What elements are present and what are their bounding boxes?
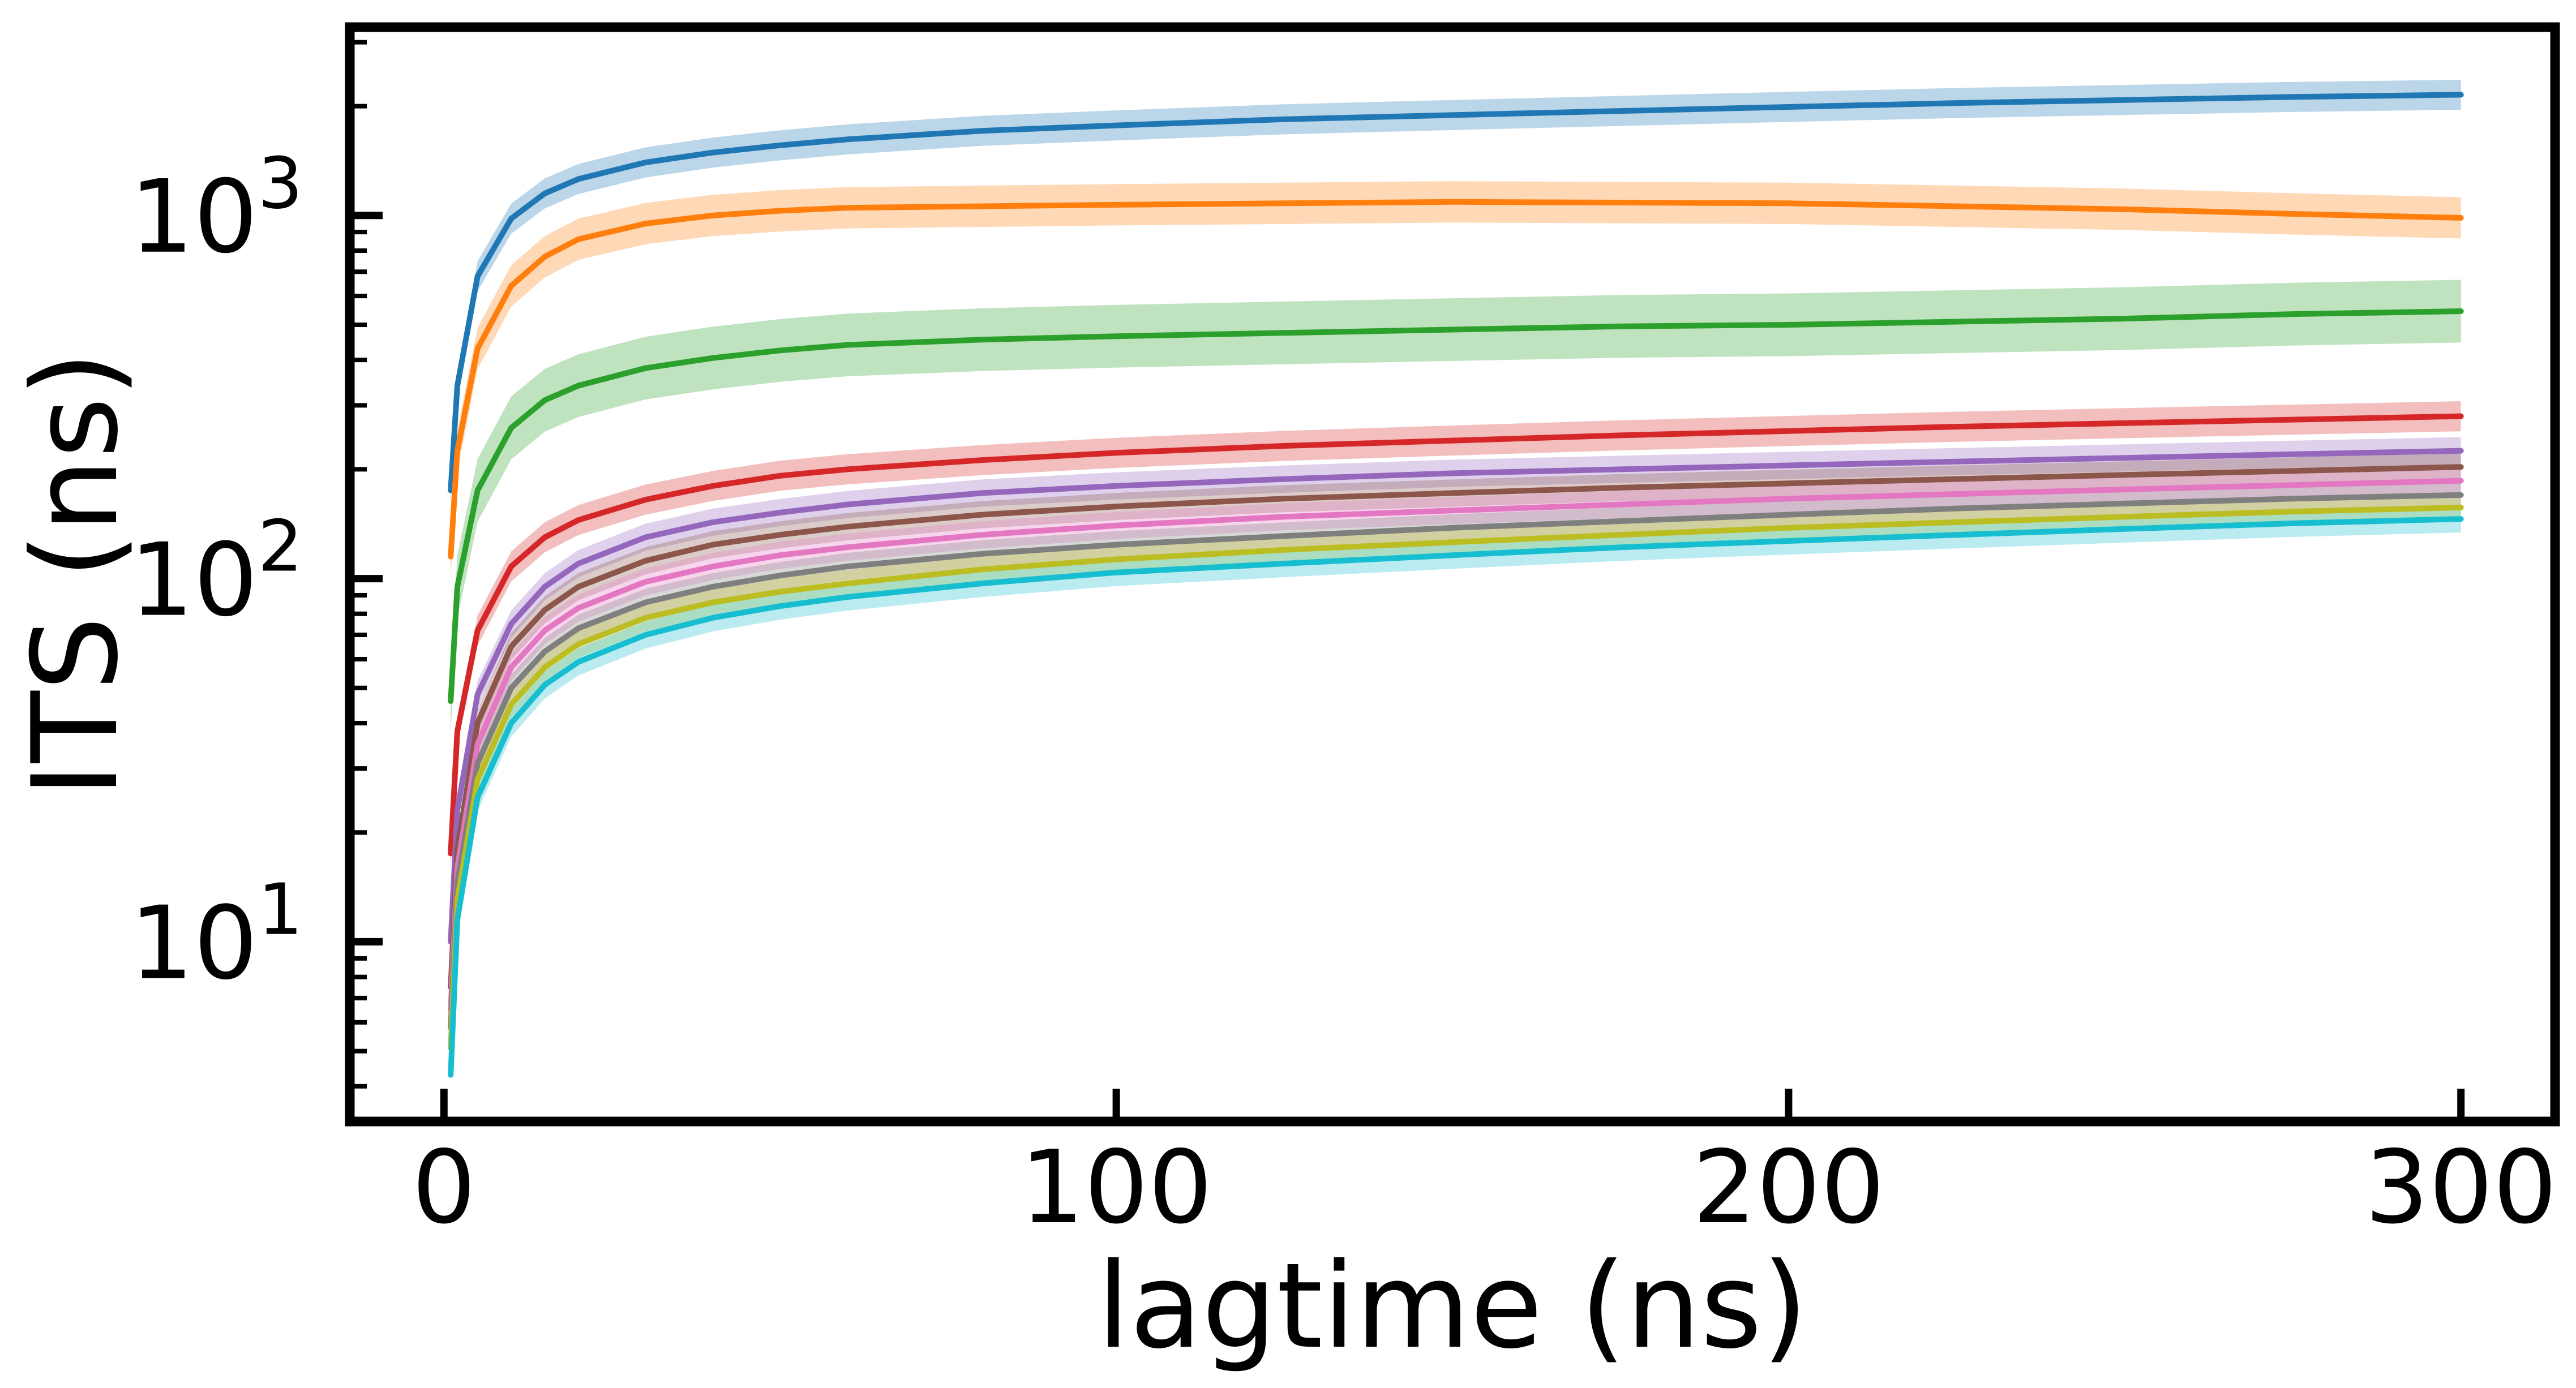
series-1-line [448,92,2464,493]
series-8-line [448,492,2464,1031]
x-tick-label-100: 100 [1020,1129,1212,1246]
x-axis-title: lagtime (ns) [1097,1238,1808,1375]
series-6-line [448,464,2464,990]
y-axis-ticks: 101 102 103 [130,40,383,1089]
x-axis-ticks: 0 100 200 300 [412,1089,2557,1246]
series-10-line [448,516,2464,1078]
series-lines [448,92,2464,1078]
uncertainty-bands [451,79,2461,1089]
x-tick-label-200: 200 [1692,1129,1885,1246]
y-tick-label-10: 101 [130,869,303,1002]
series-4-line [448,413,2464,857]
series-2-line [448,199,2464,560]
y-tick-label-1000: 103 [130,143,303,276]
series-3-band [451,280,2461,733]
series-3-line [448,308,2464,704]
series-9-line [448,504,2464,1051]
y-axis-title: ITS (ns) [7,351,144,797]
x-tick-label-300: 300 [2365,1129,2557,1246]
series-7-line [448,478,2464,1013]
y-tick-label-100: 102 [130,506,303,639]
x-tick-label-0: 0 [412,1129,476,1246]
plot-frame [345,22,2560,1127]
series-5-line [448,448,2464,945]
